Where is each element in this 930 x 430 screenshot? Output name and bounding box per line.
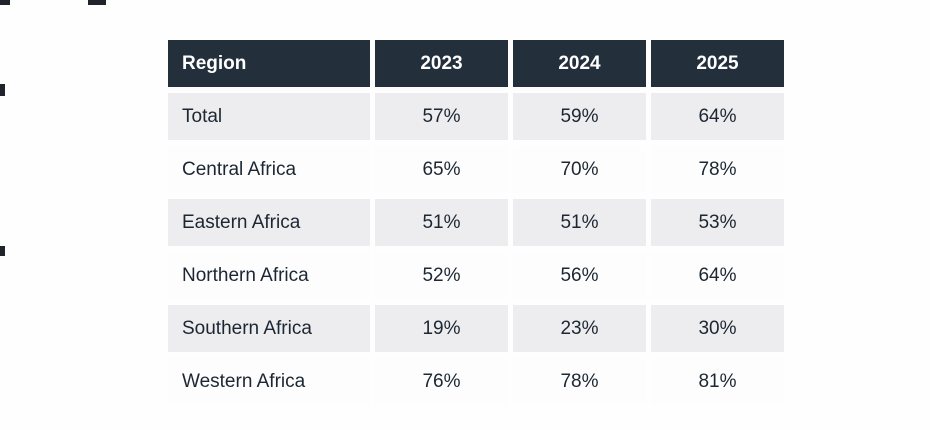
row-central-africa-region: Central Africa (168, 146, 370, 193)
row-western-africa-2023: 76% (375, 358, 508, 405)
column-header-region: Region (168, 40, 370, 87)
column-header-2023: 2023 (375, 40, 508, 87)
row-total-region: Total (168, 93, 370, 140)
row-northern-africa-region: Northern Africa (168, 252, 370, 299)
row-southern-africa-2025: 30% (651, 305, 784, 352)
crop-artifact (0, 84, 5, 96)
crop-artifact (88, 0, 106, 5)
row-southern-africa-2024: 23% (513, 305, 646, 352)
row-central-africa-2023: 65% (375, 146, 508, 193)
row-northern-africa-2024: 56% (513, 252, 646, 299)
row-southern-africa-region: Southern Africa (168, 305, 370, 352)
row-western-africa-2025: 81% (651, 358, 784, 405)
column-header-2024: 2024 (513, 40, 646, 87)
row-northern-africa-2023: 52% (375, 252, 508, 299)
row-total-2023: 57% (375, 93, 508, 140)
row-western-africa-region: Western Africa (168, 358, 370, 405)
row-southern-africa-2023: 19% (375, 305, 508, 352)
row-total-2025: 64% (651, 93, 784, 140)
row-eastern-africa-region: Eastern Africa (168, 199, 370, 246)
row-eastern-africa-2025: 53% (651, 199, 784, 246)
row-eastern-africa-2024: 51% (513, 199, 646, 246)
row-central-africa-2025: 78% (651, 146, 784, 193)
row-total-2024: 59% (513, 93, 646, 140)
crop-artifact (0, 0, 10, 5)
row-northern-africa-2025: 64% (651, 252, 784, 299)
row-eastern-africa-2023: 51% (375, 199, 508, 246)
row-western-africa-2024: 78% (513, 358, 646, 405)
row-central-africa-2024: 70% (513, 146, 646, 193)
crop-artifact (0, 246, 5, 256)
column-header-2025: 2025 (651, 40, 784, 87)
regions-data-table: Region 2023 2024 2025 Total 57% 59% 64% … (168, 40, 784, 405)
